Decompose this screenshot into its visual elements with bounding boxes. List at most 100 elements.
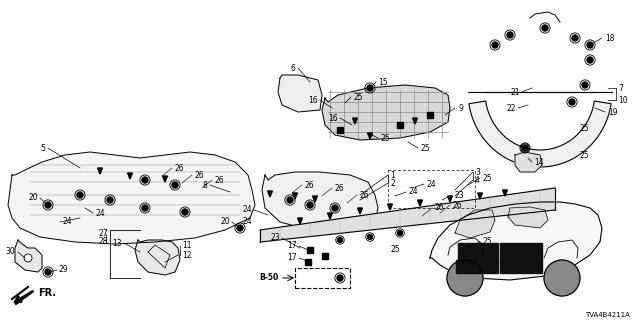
Bar: [337, 127, 343, 133]
Text: 30: 30: [5, 247, 15, 257]
Polygon shape: [328, 213, 332, 219]
Text: 25: 25: [380, 133, 390, 142]
Text: 4: 4: [475, 175, 480, 185]
Circle shape: [332, 205, 338, 211]
Circle shape: [45, 269, 51, 275]
Polygon shape: [477, 193, 483, 199]
Text: 21: 21: [511, 87, 520, 97]
Text: 26: 26: [304, 180, 314, 189]
Text: 11: 11: [182, 242, 191, 251]
Circle shape: [172, 182, 178, 188]
Circle shape: [367, 235, 372, 239]
Text: 13: 13: [113, 238, 122, 247]
Polygon shape: [15, 240, 42, 272]
Text: TVA4B4211A: TVA4B4211A: [585, 312, 630, 318]
Text: 10: 10: [618, 95, 628, 105]
Text: 25: 25: [482, 173, 492, 182]
Bar: [500, 243, 542, 261]
Text: 24: 24: [243, 218, 252, 227]
Text: 9: 9: [458, 103, 463, 113]
Polygon shape: [367, 133, 372, 139]
Circle shape: [587, 57, 593, 63]
Polygon shape: [298, 218, 303, 224]
Circle shape: [569, 99, 575, 105]
Text: 25: 25: [420, 143, 429, 153]
Circle shape: [45, 202, 51, 208]
Text: 25: 25: [580, 150, 589, 159]
Text: 27: 27: [99, 229, 108, 238]
Text: 24: 24: [243, 205, 252, 214]
Circle shape: [542, 25, 548, 31]
Text: 24: 24: [62, 218, 72, 227]
Polygon shape: [292, 193, 298, 199]
Polygon shape: [260, 188, 555, 242]
Circle shape: [522, 146, 527, 150]
Text: 24: 24: [408, 188, 418, 196]
Circle shape: [507, 32, 513, 38]
Circle shape: [24, 254, 32, 262]
Polygon shape: [358, 208, 362, 214]
Text: 15: 15: [378, 77, 388, 86]
Circle shape: [447, 260, 483, 296]
Bar: [307, 247, 313, 253]
Text: 17: 17: [287, 242, 297, 251]
Polygon shape: [515, 152, 542, 172]
Text: 19: 19: [608, 108, 618, 116]
Text: 29: 29: [58, 266, 68, 275]
Circle shape: [544, 260, 580, 296]
Text: 7: 7: [618, 84, 623, 92]
Polygon shape: [502, 190, 508, 196]
Text: 6: 6: [290, 63, 295, 73]
Text: 20: 20: [28, 194, 38, 203]
Polygon shape: [8, 152, 255, 244]
Text: 24: 24: [426, 180, 436, 188]
Text: 3: 3: [475, 167, 480, 177]
Polygon shape: [262, 172, 378, 232]
Polygon shape: [268, 191, 273, 197]
Circle shape: [142, 177, 148, 183]
Text: 25: 25: [390, 245, 399, 254]
Text: 12: 12: [182, 251, 191, 260]
Circle shape: [337, 275, 343, 281]
Polygon shape: [322, 85, 450, 140]
Circle shape: [182, 209, 188, 215]
Polygon shape: [353, 118, 357, 124]
Polygon shape: [508, 207, 548, 228]
Polygon shape: [388, 204, 392, 210]
Polygon shape: [418, 200, 422, 206]
Bar: [500, 260, 542, 273]
Text: 25: 25: [482, 237, 492, 246]
Polygon shape: [447, 196, 452, 202]
Text: 1: 1: [390, 171, 395, 180]
Polygon shape: [312, 196, 317, 202]
Text: 26: 26: [434, 204, 444, 212]
Polygon shape: [98, 168, 102, 174]
Bar: [295, 268, 350, 288]
Polygon shape: [163, 176, 168, 182]
Circle shape: [337, 237, 342, 243]
Polygon shape: [278, 75, 322, 112]
Text: 26: 26: [214, 175, 223, 185]
Bar: [305, 259, 311, 265]
Circle shape: [397, 230, 403, 236]
Text: 22: 22: [506, 103, 516, 113]
Text: 16: 16: [308, 95, 318, 105]
Polygon shape: [413, 118, 417, 124]
Text: 14: 14: [534, 157, 543, 166]
Circle shape: [307, 202, 313, 208]
Circle shape: [492, 42, 498, 48]
Polygon shape: [469, 101, 611, 167]
Circle shape: [367, 85, 373, 91]
Circle shape: [237, 225, 243, 231]
Text: 26: 26: [174, 164, 184, 172]
Polygon shape: [455, 210, 495, 238]
Text: 26: 26: [334, 183, 344, 193]
Text: 5: 5: [40, 143, 45, 153]
Text: 20: 20: [220, 218, 230, 227]
Circle shape: [522, 145, 528, 151]
Bar: [456, 260, 498, 273]
Text: B-50: B-50: [259, 274, 278, 283]
Text: 8: 8: [202, 180, 207, 189]
Text: 25: 25: [580, 124, 589, 132]
Text: 23: 23: [270, 234, 280, 243]
